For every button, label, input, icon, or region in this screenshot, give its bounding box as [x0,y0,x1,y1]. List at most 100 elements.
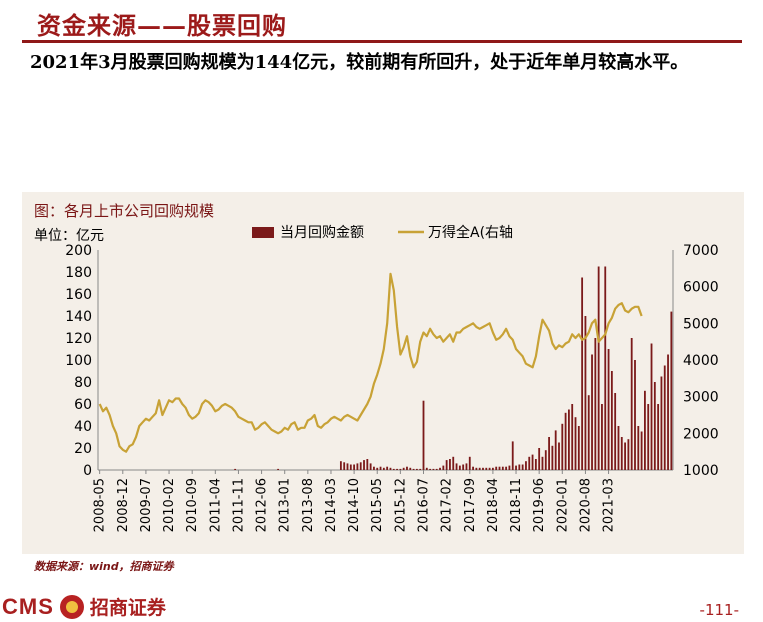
buyback-bar [376,467,379,470]
buyback-bar [485,467,488,470]
x-tick-label: 2015-05 [370,478,385,532]
x-tick-label: 2012-06 [255,478,270,532]
unit-label: 单位：亿元 [34,228,104,244]
x-tick-label: 2014-03 [324,478,339,532]
buyback-bar [630,338,633,470]
x-tick-label: 2018-04 [486,478,501,532]
x-tick-label: 2020-01 [555,478,570,532]
buyback-bar [468,456,471,470]
x-tick-label: 2016-07 [417,478,432,532]
buyback-bar [369,463,372,470]
x-tick-label: 2017-09 [463,478,478,532]
x-tick-label: 2010-02 [162,478,177,532]
buyback-bar [538,448,541,470]
buyback-bar [488,467,491,470]
buyback-bar [472,466,474,470]
buyback-bar [601,404,603,470]
buyback-bar [415,468,418,470]
right-axis-ticks: 1000 2000 3000 4000 5000 6000 7000 [683,243,719,479]
buyback-bar [419,468,422,470]
buyback-bar [495,466,498,470]
buyback-bar [452,456,455,470]
buyback-bar [670,311,673,470]
buyback-bar [531,454,534,470]
buyback-bar [541,456,544,470]
page-subtitle: 2021年3月股票回购规模为144亿元，较前期有所回升，处于近年单月较高水平。 [30,52,689,73]
left-tick-label: 20 [74,441,92,457]
buyback-bar [465,463,468,470]
buyback-bar [498,466,501,470]
buyback-bar [657,404,660,470]
buyback-bar [442,465,445,470]
buyback-bar [425,467,428,470]
buyback-bar [449,459,451,470]
buyback-bar [356,463,359,470]
left-tick-label: 200 [65,243,92,259]
logo-chinese-text: 招商证券 [89,597,166,619]
x-tick-label: 2019-06 [532,478,547,532]
buyback-bar [650,343,653,470]
buyback-bar [435,468,438,470]
page-title: 资金来源——股票回购 [37,11,287,40]
axis-lines [97,250,674,471]
buyback-bar [339,461,342,470]
legend-bar-swatch [252,227,274,238]
buyback-bar [386,466,389,470]
company-logo: CMS 招商证券 [2,593,166,620]
buyback-bar [508,465,511,470]
x-tick-label: 2013-08 [301,478,316,532]
buyback-bar [577,426,580,470]
buyback-bar [581,277,584,470]
buyback-bar [660,376,663,470]
buyback-bar [346,463,349,470]
buyback-bar [349,464,352,470]
buyback-bar [607,349,610,470]
buyback-bar [491,467,494,470]
buyback-bar [663,365,666,470]
buyback-bar [366,459,369,470]
right-tick-label: 3000 [683,390,719,406]
x-tick-label: 2010-09 [185,478,200,532]
left-tick-label: 140 [65,309,92,325]
buyback-bar [429,468,432,470]
x-tick-label: 2011-04 [208,478,223,532]
x-tick-label: 2017-02 [440,478,455,532]
buyback-bar [584,316,587,470]
x-tick-label: 2020-08 [578,478,593,532]
buyback-bar [343,462,346,470]
buyback-bar [439,467,441,470]
buyback-bar [458,465,461,470]
buyback-bar [521,464,524,470]
right-tick-label: 1000 [683,463,719,479]
buyback-bar [653,382,656,470]
left-tick-label: 60 [74,397,92,413]
buyback-bar [604,266,607,470]
buyback-bar [359,462,362,470]
x-tick-label: 2014-10 [347,478,362,532]
left-tick-label: 120 [65,331,92,347]
buyback-bar [422,400,425,470]
buyback-bar [561,423,564,470]
buyback-bar [617,426,620,470]
right-tick-label: 7000 [683,243,719,259]
buyback-bar [525,461,527,470]
buyback-bar [406,466,408,470]
chart-panel [22,192,744,554]
buyback-bar [462,464,465,470]
buyback-bar [353,464,356,470]
buyback-bar [551,445,554,470]
index-line [98,272,643,453]
buyback-bar [373,466,375,470]
legend-line-label: 万得全A(右轴 [428,224,513,241]
buyback-bar [511,441,514,470]
left-tick-label: 160 [65,287,92,303]
buyback-bar [558,442,560,470]
x-tick-label: 2008-05 [93,478,108,532]
buyback-bar [571,404,574,470]
buyback-bar [482,467,484,470]
buyback-bar [518,464,521,470]
buyback-bar [647,404,650,470]
buyback-bar [567,409,570,470]
buyback-bar [640,431,643,470]
buyback-bar [637,426,640,470]
